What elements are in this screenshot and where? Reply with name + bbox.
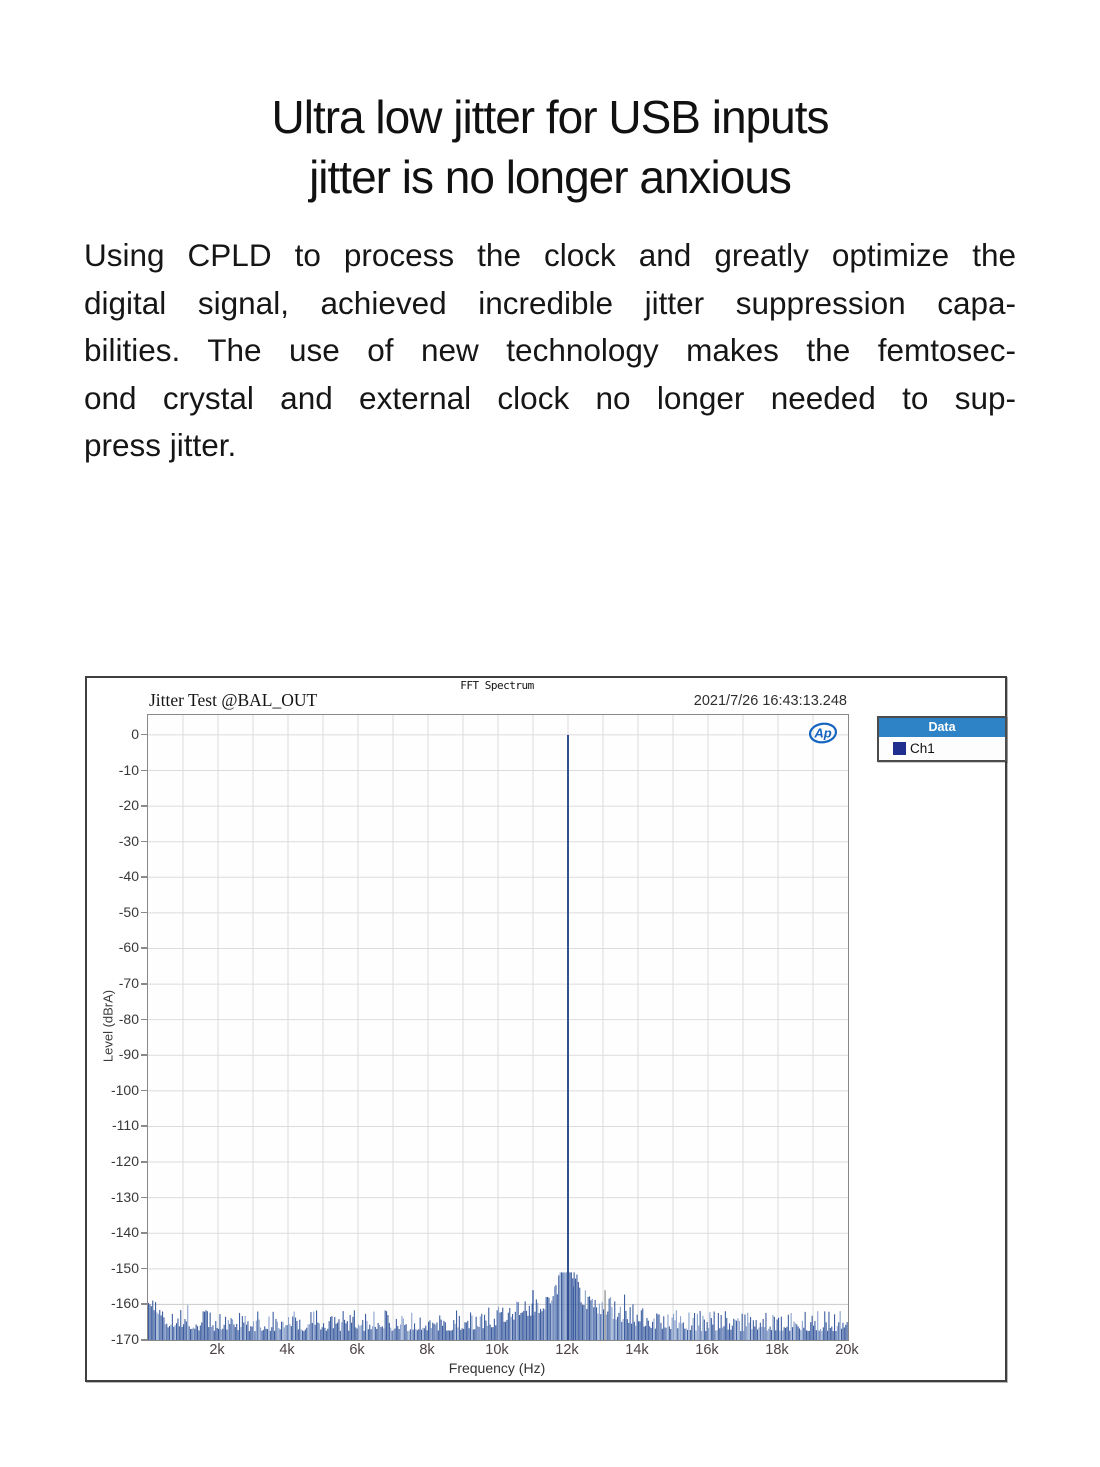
y-tick-label: -90 xyxy=(118,1046,139,1063)
page-title-line1: Ultra low jitter for USB inputs xyxy=(271,90,830,143)
y-tick-label: -140 xyxy=(110,1224,139,1241)
page-title: Ultra low jitter for USB inputs jitter i… xyxy=(0,87,1100,207)
chart-window-title: FFT Spectrum xyxy=(460,679,534,692)
paragraph-line: bilities. The use of new technology make… xyxy=(84,332,1016,369)
y-tick-mark xyxy=(141,769,148,772)
y-tick-mark xyxy=(141,1196,148,1199)
y-tick-mark xyxy=(141,1161,148,1163)
y-tick-mark xyxy=(141,1125,148,1127)
body-paragraph: Using CPLD to process the clock and grea… xyxy=(84,232,1016,470)
y-tick-label: -30 xyxy=(118,832,139,849)
y-tick-mark xyxy=(141,1018,148,1021)
y-tick-mark xyxy=(141,947,148,949)
x-axis-title: Frequency (Hz) xyxy=(448,1360,546,1376)
y-tick-mark xyxy=(141,1089,148,1092)
y-tick-label: -110 xyxy=(112,1117,139,1134)
paragraph-line: press jitter. xyxy=(84,427,237,464)
paragraph-line: ond crystal and external clock no longer… xyxy=(84,379,1016,416)
y-tick-label: -160 xyxy=(110,1295,139,1312)
legend-body: Ch1 xyxy=(879,737,1005,760)
y-tick-mark xyxy=(141,1303,148,1305)
paragraph-line: digital signal, achieved incredible jitt… xyxy=(84,284,1016,321)
y-tick-label: -50 xyxy=(118,903,139,920)
y-tick-label: -130 xyxy=(110,1188,139,1205)
y-tick-mark xyxy=(141,1339,148,1341)
y-tick-label: -150 xyxy=(110,1259,139,1276)
y-tick-label: -120 xyxy=(110,1153,139,1170)
x-tick-label: 18k xyxy=(765,1342,789,1358)
spectrum-plot xyxy=(148,715,848,1340)
chart-test-label: Jitter Test @BAL_OUT xyxy=(149,690,318,710)
plot-area: Ap xyxy=(147,714,849,1341)
y-tick-mark xyxy=(141,840,148,843)
x-tick-label: 12k xyxy=(555,1342,579,1358)
x-tick-label: 16k xyxy=(695,1342,719,1358)
legend-swatch-icon xyxy=(893,742,906,755)
ap-logo-text: Ap xyxy=(813,726,831,741)
y-tick-label: 0 xyxy=(131,725,139,742)
y-tick-mark xyxy=(141,1267,148,1270)
y-tick-label: -100 xyxy=(110,1081,139,1098)
chart-timestamp: 2021/7/26 16:43:13.248 xyxy=(693,693,847,709)
x-tick-label: 2k xyxy=(209,1342,225,1358)
y-axis-title: Level (dBrA) xyxy=(100,989,116,1063)
page-title-line2: jitter is no longer anxious xyxy=(309,150,792,203)
y-tick-label: -70 xyxy=(118,975,139,992)
x-tick-label: 14k xyxy=(625,1342,649,1358)
legend: Data Ch1 xyxy=(877,716,1007,762)
y-tick-mark xyxy=(141,1054,148,1056)
y-tick-label: -20 xyxy=(118,797,139,814)
x-tick-label: 8k xyxy=(419,1342,435,1358)
x-tick-label: 10k xyxy=(485,1342,509,1358)
x-tick-label: 6k xyxy=(349,1342,365,1358)
y-tick-label: -40 xyxy=(118,868,139,885)
fft-chart-panel: FFT Spectrum Jitter Test @BAL_OUT 2021/7… xyxy=(85,676,1007,1382)
y-tick-mark xyxy=(141,876,148,878)
y-tick-label: -10 xyxy=(118,761,139,778)
y-tick-mark xyxy=(141,805,148,807)
y-tick-label: -170 xyxy=(110,1331,139,1347)
paragraph-line: Using CPLD to process the clock and grea… xyxy=(84,237,1016,273)
y-tick-mark xyxy=(141,983,148,985)
legend-entry: Ch1 xyxy=(879,737,1005,760)
x-tick-label: 4k xyxy=(279,1342,295,1358)
ap-logo-icon: Ap xyxy=(808,722,838,744)
y-tick-label: -80 xyxy=(118,1010,139,1027)
y-tick-mark xyxy=(141,1232,148,1234)
legend-entry-label: Ch1 xyxy=(910,741,935,756)
legend-header: Data xyxy=(879,718,1005,737)
y-tick-mark xyxy=(141,911,148,914)
y-tick-mark xyxy=(141,733,148,736)
x-tick-label: 20k xyxy=(835,1342,859,1358)
y-tick-label: -60 xyxy=(118,939,139,956)
